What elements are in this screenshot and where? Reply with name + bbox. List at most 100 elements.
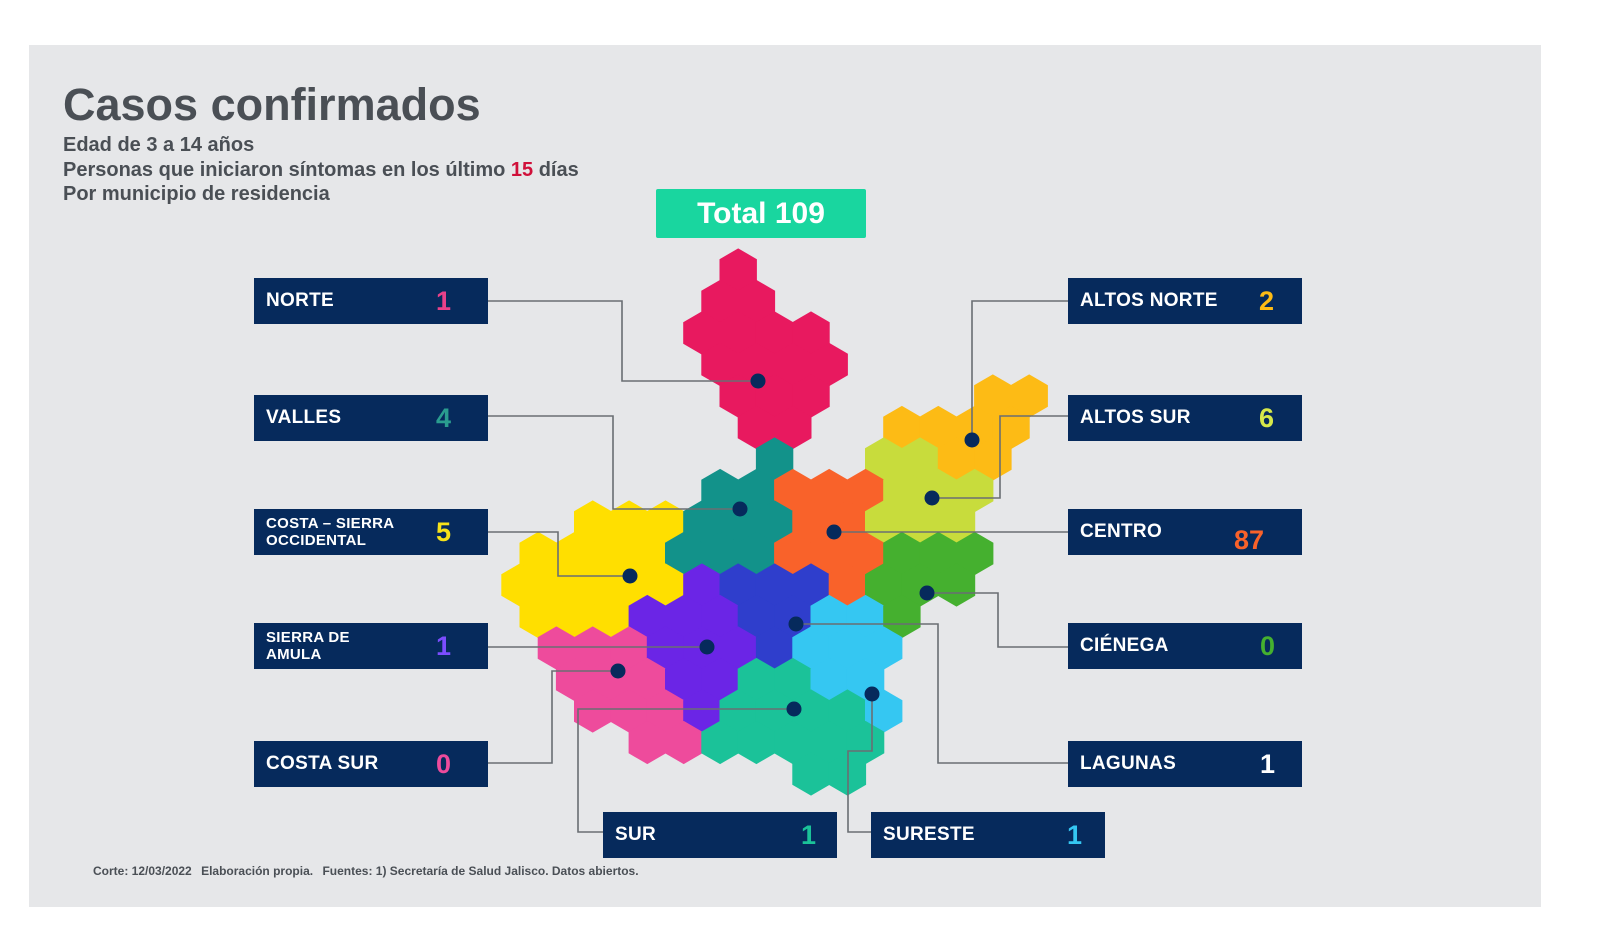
hex-tile	[937, 563, 976, 607]
subtitle-age: Edad de 3 a 14 años	[63, 134, 255, 156]
region-label: ALTOS SUR	[1080, 407, 1191, 428]
region-box-sureste: SURESTE 1	[871, 812, 1105, 858]
hex-tile	[701, 531, 739, 576]
hex-tile	[701, 720, 739, 765]
hex-tile	[501, 563, 539, 607]
hex-tile	[865, 437, 903, 481]
hex-tile	[974, 374, 1012, 418]
hex-tile	[956, 531, 994, 576]
hex-tile	[555, 594, 594, 639]
hex-tile	[719, 563, 757, 607]
hex-tile	[810, 342, 848, 387]
subtitle-residence: Por municipio de residencia	[63, 183, 330, 205]
hex-tile	[828, 563, 867, 607]
hex-tile	[628, 594, 666, 639]
region-box-cienega: CIÉNEGA 0	[1068, 623, 1302, 669]
region-box-centro: CENTRO 87	[1068, 509, 1302, 555]
hex-tile	[519, 531, 557, 576]
hex-tile	[592, 531, 630, 576]
hex-tile	[719, 689, 757, 733]
dot-valles	[732, 501, 748, 517]
hex-tile	[974, 437, 1012, 481]
dot-costa-sur	[610, 663, 626, 679]
hex-tile	[628, 531, 666, 576]
hex-tile	[755, 626, 794, 670]
hex-tile	[846, 594, 885, 639]
hex-tile	[737, 405, 776, 450]
hex-tile	[810, 720, 848, 765]
region-label: NORTE	[266, 290, 334, 311]
hex-tile	[737, 720, 776, 765]
hex-tile	[792, 500, 830, 544]
hex-tile	[883, 405, 921, 450]
hex-tile	[574, 626, 612, 670]
hex-tile	[646, 626, 685, 670]
footer-corte: Corte: 12/03/2022	[93, 864, 192, 878]
hex-tile	[610, 563, 648, 607]
subtitle-days: Personas que iniciaron síntomas en los ú…	[63, 159, 579, 181]
hex-tile	[555, 657, 594, 702]
hex-tile	[683, 689, 721, 733]
hex-tile	[792, 311, 830, 355]
region-label: SUR	[615, 824, 657, 845]
dot-costa-sierra	[622, 568, 638, 584]
dot-lagunas	[788, 616, 804, 632]
hex-tile	[810, 468, 848, 513]
hex-tile	[665, 720, 703, 765]
hex-tile	[574, 689, 612, 733]
days-count: 15	[510, 159, 534, 181]
dot-norte	[750, 373, 766, 389]
hex-tile	[537, 626, 576, 670]
region-value: 0	[436, 748, 452, 779]
hex-tile	[828, 689, 867, 733]
hex-tile	[719, 248, 757, 292]
dot-centro	[826, 524, 842, 540]
region-value: 1	[436, 285, 452, 316]
connector-costa-sur	[488, 670, 618, 764]
region-box-costa-sur: COSTA SUR 0	[254, 741, 488, 787]
hex-tile	[737, 342, 776, 387]
hex-tile	[810, 657, 848, 702]
region-label: LAGUNAS	[1080, 753, 1177, 774]
hex-tile	[701, 468, 739, 513]
region-value: 1	[801, 819, 817, 850]
hex-tile	[828, 626, 867, 670]
hex-tile	[846, 468, 885, 513]
region-box-sur: SUR 1	[603, 812, 837, 858]
hex-tile	[919, 531, 957, 576]
region-value: 4	[436, 402, 452, 433]
hex-tile	[737, 594, 776, 639]
hex-tile	[665, 531, 703, 576]
total-badge: Total 109	[656, 189, 866, 238]
hex-tile	[755, 311, 794, 355]
region-box-valles: VALLES 4	[254, 395, 488, 441]
region-label: SIERRA DE AMULA	[266, 629, 350, 663]
region-value: 1	[1260, 748, 1276, 779]
hex-tile	[701, 342, 739, 387]
dot-altos-sur	[924, 490, 940, 506]
hex-tile	[701, 279, 739, 324]
region-dots	[610, 373, 980, 717]
region-value: 2	[1259, 285, 1275, 316]
hex-tile	[628, 657, 666, 702]
dot-sierra-amula	[699, 639, 715, 655]
hex-tile	[846, 720, 885, 765]
region-value: 1	[436, 630, 452, 661]
hex-tile	[665, 657, 703, 702]
hex-tile	[865, 563, 903, 607]
region-label: COSTA SUR	[266, 753, 379, 774]
hex-tile	[810, 594, 848, 639]
hex-tile	[1010, 374, 1048, 418]
hex-tile	[574, 500, 612, 544]
hex-tile	[792, 563, 830, 607]
hex-tile	[683, 311, 721, 355]
region-value: 87	[1234, 524, 1265, 555]
hex-tile	[683, 500, 721, 544]
hex-tile	[919, 405, 957, 450]
region-box-altos-norte: ALTOS NORTE 2	[1068, 278, 1302, 324]
connector-lagunas	[796, 623, 1068, 764]
connector-valles	[488, 415, 740, 510]
hex-tile	[737, 279, 776, 324]
region-value: 5	[436, 516, 452, 547]
region-box-norte: NORTE 1	[254, 278, 488, 324]
